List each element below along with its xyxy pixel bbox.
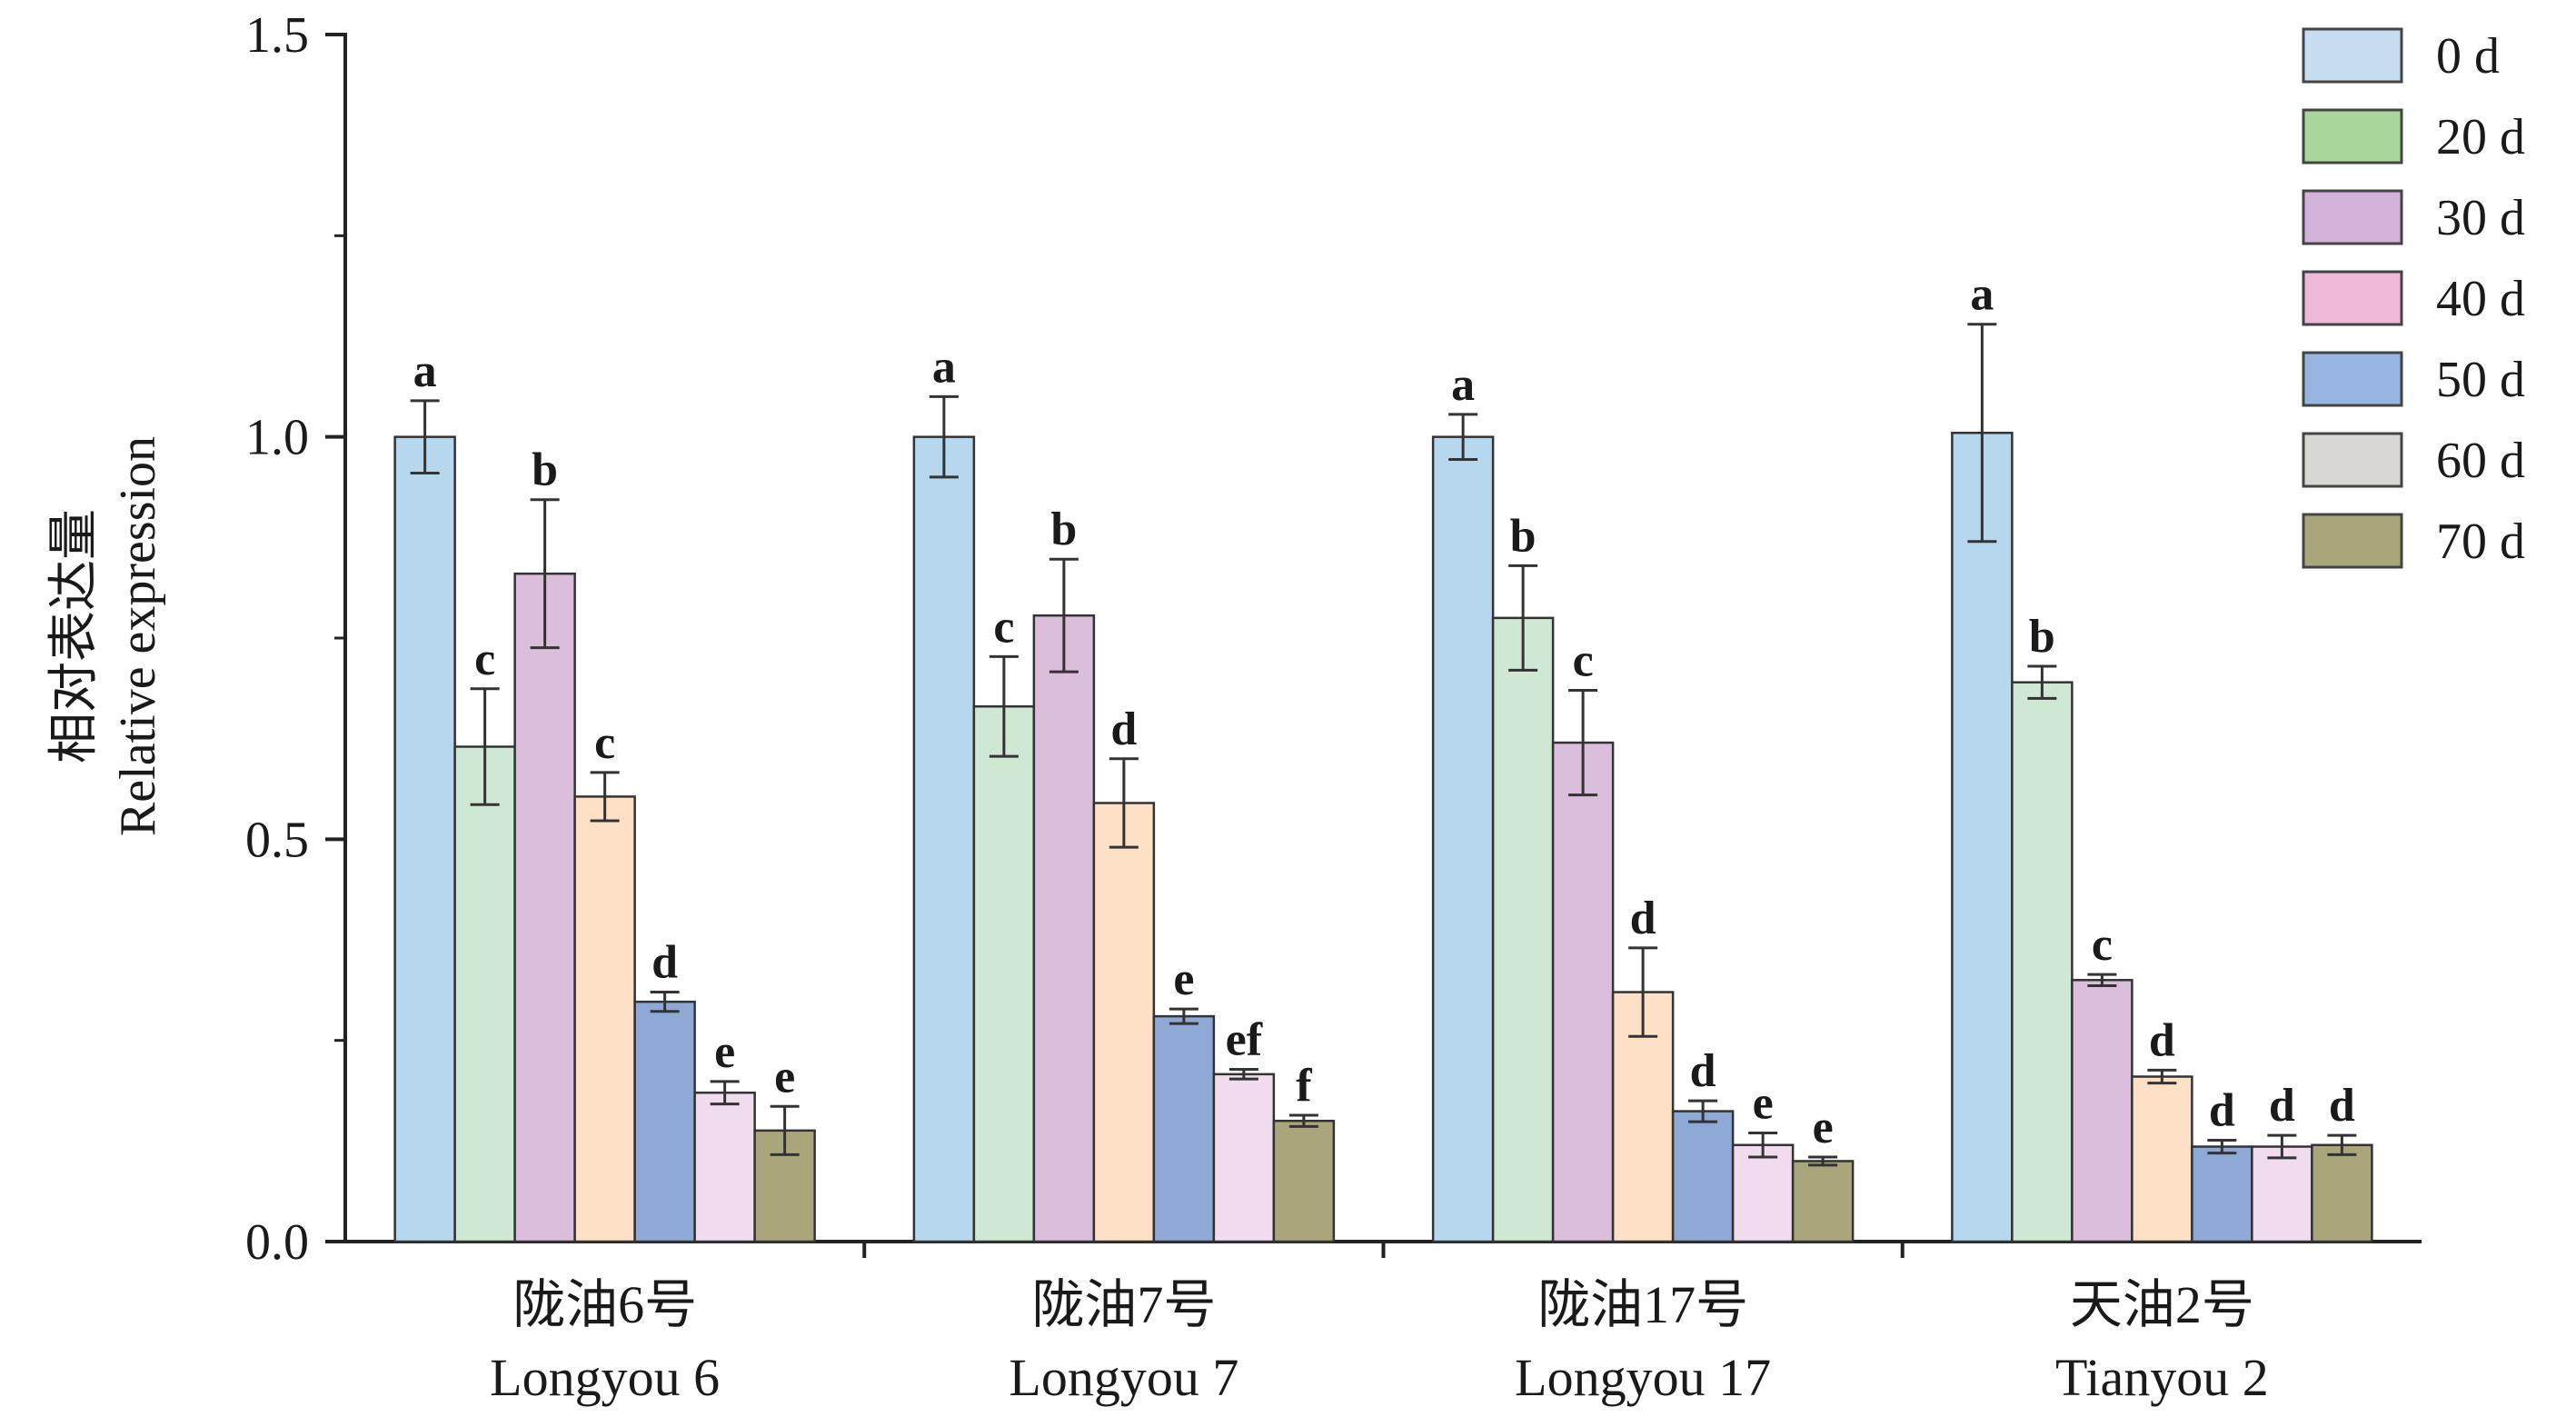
bar: [2131, 1075, 2193, 1243]
significance-label: e: [1173, 953, 1194, 1005]
legend-swatch: [2302, 432, 2403, 488]
significance-label: d: [1110, 704, 1137, 755]
y-axis-title-cn: 相对表达量: [46, 509, 103, 763]
significance-label: a: [932, 341, 956, 393]
legend-label: 20 d: [2436, 109, 2525, 165]
bar: [2011, 681, 2074, 1243]
legend-label: 40 d: [2436, 271, 2525, 327]
category-label-cn: 陇油6号: [512, 1275, 697, 1334]
bar: [1152, 1014, 1216, 1243]
bar: [1551, 741, 1615, 1243]
legend-swatch: [2302, 270, 2403, 326]
bar: [1791, 1160, 1855, 1243]
y-tick-label: 0.0: [245, 1214, 309, 1271]
significance-label: f: [1296, 1060, 1312, 1112]
bar: [513, 572, 576, 1243]
bar: [1671, 1110, 1735, 1243]
bar: [453, 745, 516, 1243]
legend-swatch: [2302, 108, 2403, 165]
significance-label: b: [532, 444, 558, 496]
bar: [633, 1000, 696, 1243]
legend-swatch: [2302, 189, 2403, 245]
bar: [573, 795, 636, 1243]
significance-label: c: [1573, 635, 1594, 687]
bar: [2311, 1143, 2373, 1243]
bar: [2251, 1145, 2313, 1243]
bar: [693, 1091, 756, 1243]
y-tick-label: 0.5: [245, 812, 309, 868]
significance-label: a: [1451, 359, 1475, 411]
legend-label: 60 d: [2436, 433, 2525, 489]
significance-label: b: [2029, 611, 2055, 663]
category-label-en: Longyou 7: [1009, 1348, 1238, 1407]
legend-label: 70 d: [2436, 514, 2525, 570]
significance-label: d: [2209, 1084, 2235, 1136]
significance-label: d: [2329, 1080, 2355, 1132]
significance-label: c: [594, 717, 615, 769]
significance-label: a: [1970, 269, 1994, 321]
bars: [393, 323, 2373, 1243]
bar: [1272, 1119, 1336, 1243]
bar: [1491, 616, 1555, 1243]
bar: [1032, 614, 1096, 1243]
category-label-cn: 陇油7号: [1031, 1275, 1216, 1334]
y-tick-label: 1.0: [245, 410, 309, 466]
significance-label: b: [1510, 510, 1537, 562]
legend-swatch: [2302, 27, 2403, 84]
legend-swatch: [2302, 351, 2403, 407]
legend-label: 30 d: [2436, 190, 2525, 246]
category-label-cn: 陇油17号: [1537, 1275, 1748, 1334]
legend-label: 0 d: [2436, 28, 2500, 85]
bar: [912, 435, 976, 1243]
category-label-en: Longyou 6: [490, 1348, 720, 1407]
axes: 0.0 0.5 1.0 1.5 相对表达量 Relative expression: [46, 7, 2422, 1271]
significance-label: e: [1753, 1077, 1774, 1129]
significance-label: ef: [1226, 1014, 1263, 1066]
bar: [1092, 802, 1156, 1243]
bar: [972, 705, 1036, 1243]
bar: [1212, 1073, 1276, 1243]
significance-label: e: [714, 1026, 735, 1078]
legend: 0 d 20 d 30 d 40 d 50 d 60 d 70 d: [2302, 27, 2525, 570]
significance-label: e: [774, 1051, 795, 1103]
legend-swatch: [2302, 513, 2403, 569]
bar: [1731, 1143, 1795, 1243]
category-label-en: Longyou 17: [1515, 1348, 1771, 1407]
significance-label: d: [2269, 1080, 2295, 1132]
bar: [393, 435, 456, 1243]
significance-label: c: [474, 634, 495, 685]
significance-label: b: [1050, 504, 1077, 555]
significance-label: c: [2092, 919, 2113, 971]
significance-label: d: [1690, 1045, 1716, 1097]
significance-label: a: [413, 345, 437, 397]
legend-label: 50 d: [2436, 352, 2525, 408]
y-tick-label: 1.5: [245, 7, 309, 64]
bar: [1951, 431, 2014, 1243]
category-label-en: Tianyou 2: [2055, 1348, 2269, 1407]
significance-label: e: [1813, 1102, 1834, 1153]
bar: [2071, 979, 2133, 1243]
significance-label: d: [651, 937, 678, 989]
bar: [1431, 435, 1495, 1243]
category-label-cn: 天油2号: [2070, 1275, 2254, 1334]
bar: [2191, 1145, 2253, 1243]
y-axis-title-en: Relative expression: [110, 436, 166, 836]
significance-label: d: [2149, 1014, 2175, 1066]
significance-label: d: [1630, 893, 1656, 944]
significance-label: c: [993, 601, 1014, 653]
